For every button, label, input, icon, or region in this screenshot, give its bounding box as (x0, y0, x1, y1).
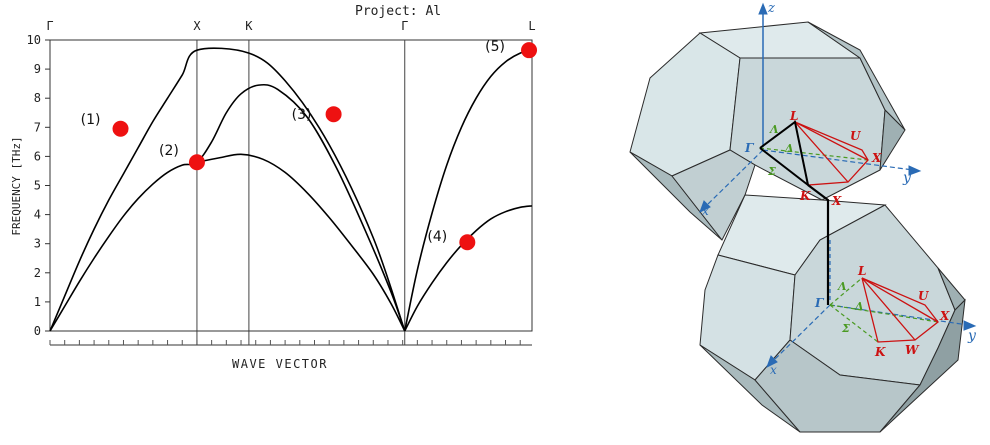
marker-label-4: (4) (427, 229, 447, 245)
upper-label-U: U (850, 129, 862, 143)
y-tick-label: 7 (34, 120, 41, 134)
y-axis-ticks: 0 1 2 3 4 5 6 7 8 9 10 (27, 33, 50, 338)
lower-y-axis-label: y (967, 328, 977, 344)
highlight-markers: (1) (2) (3) (4) (5) (81, 39, 538, 251)
lower-red-edge-lx (861, 277, 939, 323)
dispersion-branch-1 (49, 47, 406, 332)
symmetry-point-label: K (245, 19, 253, 33)
upper-irreducible-wedge (759, 119, 869, 305)
marker-label-1: (1) (81, 112, 101, 128)
lower-irreducible-wedge (829, 277, 939, 343)
lower-label-K: K (874, 345, 886, 359)
y-tick-label: 6 (34, 149, 41, 163)
upper-y-axis-label: y (902, 170, 912, 186)
dispersion-branch-4 (403, 49, 533, 332)
lower-brillouin-zone (699, 194, 966, 433)
lower-y-axis-arrow-icon (963, 320, 977, 331)
plot-frame (49, 39, 533, 332)
marker-2 (188, 154, 205, 171)
marker-1 (112, 120, 129, 137)
symmetry-point-label: L (528, 19, 535, 33)
upper-label-Delta: Δ (784, 142, 794, 155)
upper-red-edge-lx (794, 121, 869, 161)
upper-y-axis (762, 149, 914, 171)
connecting-path-black (807, 184, 830, 305)
upper-x-axis-arrow-icon (699, 200, 711, 214)
upper-label-Gamma: Γ (744, 141, 755, 155)
y-axis-label: FREQUENCY [THz] (10, 136, 23, 235)
y-tick-label: 10 (27, 33, 41, 47)
upper-label-X: X (871, 151, 882, 165)
lower-x-axis-label: x (770, 363, 777, 377)
marker-5 (521, 42, 538, 59)
dispersion-branch-3 (196, 153, 406, 332)
z-axis-arrow-icon (758, 2, 768, 15)
upper-x-axis (704, 149, 764, 208)
marker-label-2: (2) (159, 143, 179, 159)
y-tick-label: 3 (34, 237, 41, 251)
dispersion-branches (49, 47, 533, 332)
z-axis-label: z (767, 1, 775, 16)
upper-x-axis-label: x (702, 204, 709, 218)
y-tick-label: 4 (34, 208, 41, 222)
lower-bottom-right-face (879, 298, 966, 433)
marker-label-5: (5) (485, 39, 505, 55)
marker-3 (325, 106, 342, 123)
upper-right-face (879, 108, 906, 171)
lower-x-axis-arrow-icon (766, 355, 778, 369)
symmetry-point-label: X (193, 19, 201, 33)
y-tick-label: 0 (34, 324, 41, 338)
lower-label-X: X (939, 309, 950, 323)
marker-4 (459, 234, 476, 251)
y-tick-label: 1 (34, 295, 41, 309)
coordinate-axes (699, 2, 977, 369)
lower-label-Sigma: Σ (841, 322, 850, 335)
lower-sigma-line (829, 304, 879, 343)
upper-label-K: K (799, 189, 811, 203)
upper-label-X-lower: X (831, 194, 842, 208)
symmetry-point-label: Γ (46, 19, 53, 33)
brillouin-zone-diagram: z y x y x L U X Γ Λ Δ Σ K X (629, 1, 977, 433)
symmetry-point-label: Γ (401, 19, 408, 33)
upper-side-face (807, 21, 906, 131)
dispersion-branch-2 (49, 83, 406, 332)
lower-y-axis (829, 304, 969, 326)
lower-label-Lambda: Λ (837, 280, 847, 293)
upper-y-axis-arrow-icon (908, 165, 922, 176)
lower-label-Gamma: Γ (814, 296, 825, 310)
y-tick-label: 2 (34, 266, 41, 280)
lower-delta-line (829, 304, 939, 323)
marker-label-3: (3) (292, 107, 312, 123)
upper-path-black (759, 120, 810, 188)
upper-bottom-face (671, 149, 756, 241)
dispersion-branch-5 (404, 205, 533, 332)
y-tick-label: 8 (34, 91, 41, 105)
dispersion-chart: Project: Al 0 1 2 3 4 5 6 7 8 9 10 Γ X K Γ L FREQUENCY… (10, 4, 538, 371)
x-axis-ticks (49, 340, 521, 345)
upper-label-Lambda: Λ (769, 123, 779, 136)
upper-label-Sigma: Σ (767, 165, 776, 178)
upper-label-L: L (789, 109, 798, 123)
y-tick-label: 9 (34, 62, 41, 76)
lower-label-W: W (905, 343, 920, 357)
lower-label-U: U (918, 289, 930, 303)
lower-label-Delta: Δ (854, 300, 864, 313)
lower-x-axis (771, 304, 831, 363)
y-tick-label: 5 (34, 179, 41, 193)
x-axis-label: WAVE VECTOR (232, 357, 328, 371)
lower-label-L: L (857, 264, 866, 278)
chart-title: Project: Al (355, 4, 441, 19)
